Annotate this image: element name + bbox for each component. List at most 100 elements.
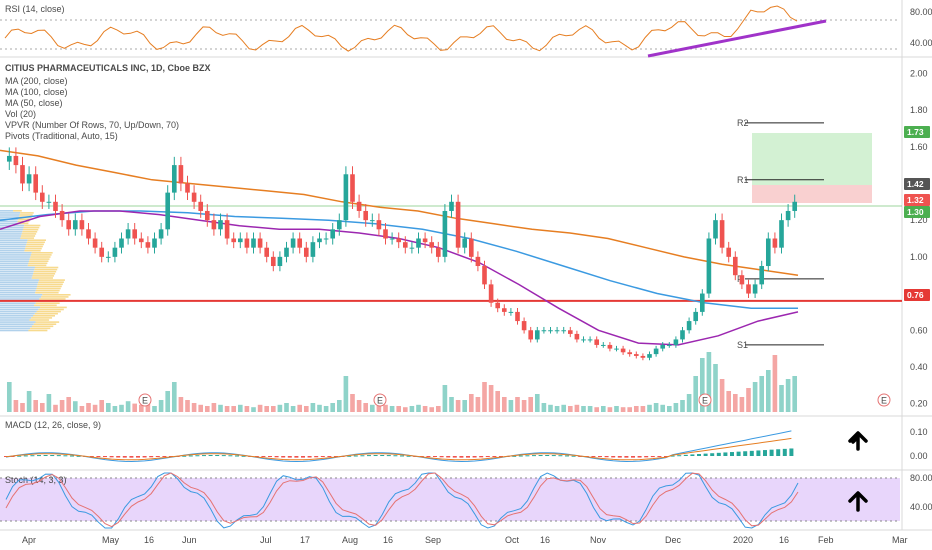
vpvr-down-bar bbox=[31, 325, 54, 328]
vpvr-up-bar bbox=[0, 254, 31, 256]
macd-hist-bar bbox=[743, 451, 748, 456]
volume-bar bbox=[442, 385, 448, 412]
volume-bar bbox=[138, 404, 144, 412]
candle-body bbox=[574, 333, 580, 340]
volume-bar bbox=[435, 406, 441, 412]
macd-hist-bar bbox=[466, 456, 470, 458]
volume-bar bbox=[350, 394, 355, 412]
candle-body bbox=[501, 308, 507, 312]
volume-bar bbox=[449, 397, 454, 412]
macd-hist-bar bbox=[235, 455, 239, 457]
macd-hist-bar bbox=[617, 456, 622, 458]
vpvr-down-bar bbox=[26, 241, 45, 244]
volume-bar bbox=[732, 394, 738, 412]
candle-body bbox=[383, 229, 388, 239]
time-tick-label: Dec bbox=[665, 535, 682, 545]
target-zone[interactable] bbox=[752, 133, 872, 185]
candle-body bbox=[350, 174, 355, 202]
macd-hist-bar bbox=[716, 452, 721, 456]
time-tick-label: May bbox=[102, 535, 120, 545]
candle-body bbox=[211, 220, 217, 230]
macd-hist-bar bbox=[116, 456, 121, 458]
volume-bar bbox=[363, 403, 369, 412]
macd-tick-000: 0.00 bbox=[910, 451, 928, 461]
indicator-ma100: MA (100, close) bbox=[5, 87, 68, 97]
stoch-band bbox=[0, 478, 900, 521]
candle-body bbox=[732, 256, 738, 276]
vpvr-up-bar bbox=[0, 256, 31, 258]
price-tick-label: 2.00 bbox=[910, 68, 928, 78]
vpvr-up-bar bbox=[0, 277, 32, 279]
volume-bar bbox=[429, 407, 435, 412]
macd-signal-line bbox=[5, 437, 792, 461]
time-tick-label: 16 bbox=[144, 535, 154, 545]
macd-hist-bar bbox=[30, 455, 35, 457]
macd-hist-bar bbox=[723, 452, 728, 456]
macd-hist-bar bbox=[136, 456, 140, 458]
candle-body bbox=[792, 201, 798, 211]
volume-bar bbox=[541, 403, 547, 412]
candle-body bbox=[719, 220, 725, 248]
volume-bar bbox=[475, 397, 481, 412]
earnings-marker-icon[interactable] bbox=[373, 393, 387, 407]
candle-body bbox=[6, 155, 12, 162]
vpvr-up-bar bbox=[0, 294, 43, 296]
price-panel: CITIUS PHARMACEUTICALS INC, 1D, Cboe BZX… bbox=[0, 63, 930, 412]
vpvr-down-bar bbox=[34, 304, 57, 307]
candle-body bbox=[218, 220, 223, 230]
vpvr-up-bar bbox=[0, 241, 27, 244]
earnings-marker-icon[interactable] bbox=[698, 393, 712, 407]
stoch-panel: Stoch (14, 3, 3) 80.00 40.00 bbox=[0, 472, 932, 529]
volume-bar bbox=[20, 403, 25, 412]
volume-bar bbox=[765, 370, 771, 412]
candle-body bbox=[125, 229, 131, 239]
macd-label: MACD (12, 26, close, 9) bbox=[5, 420, 101, 430]
candle-body bbox=[765, 238, 771, 267]
macd-hist-bar bbox=[637, 456, 642, 458]
macd-hist-bar bbox=[749, 450, 754, 456]
candle-body bbox=[231, 238, 237, 243]
vpvr-up-bar bbox=[0, 214, 20, 216]
macd-hist-bar bbox=[202, 455, 206, 457]
macd-hist-bar bbox=[281, 456, 286, 458]
vpvr-down-bar bbox=[29, 258, 50, 260]
time-tick-label: Aug bbox=[342, 535, 358, 545]
vpvr-down-bar bbox=[25, 247, 42, 250]
vpvr-down-bar bbox=[31, 317, 53, 319]
vpvr-up-bar bbox=[0, 266, 35, 269]
candle-body bbox=[356, 201, 362, 211]
macd-hist-bar bbox=[287, 456, 292, 458]
time-tick-label: 17 bbox=[300, 535, 310, 545]
vpvr-down-bar bbox=[33, 315, 55, 317]
volume-bar bbox=[79, 406, 85, 412]
rsi-label: RSI (14, close) bbox=[5, 4, 65, 14]
candle-body bbox=[739, 275, 745, 285]
volume-bar bbox=[647, 404, 652, 412]
candle-body bbox=[72, 220, 78, 230]
volume-bar bbox=[231, 406, 237, 412]
volume-bar bbox=[53, 404, 58, 412]
macd-hist-bar bbox=[426, 456, 431, 457]
candle-body bbox=[303, 247, 309, 257]
volume-bar bbox=[303, 406, 309, 412]
stop-zone[interactable] bbox=[752, 185, 872, 203]
candle-body bbox=[323, 238, 329, 240]
time-tick-label: 16 bbox=[779, 535, 789, 545]
candle-body bbox=[59, 210, 65, 221]
candle-body bbox=[449, 201, 454, 211]
volume-bar bbox=[726, 391, 732, 412]
earnings-marker-icon[interactable] bbox=[877, 393, 891, 407]
vpvr-up-bar bbox=[0, 296, 42, 298]
candle-body bbox=[488, 284, 494, 303]
earnings-marker-label: E bbox=[377, 396, 383, 406]
volume-bar bbox=[178, 397, 184, 412]
time-tick-label: Apr bbox=[22, 535, 36, 545]
candle-body bbox=[20, 165, 25, 184]
earnings-marker-icon[interactable] bbox=[138, 393, 152, 407]
volume-bars bbox=[6, 352, 798, 412]
indicator-ma200: MA (200, close) bbox=[5, 76, 68, 86]
volume-bar bbox=[706, 352, 712, 412]
candle-body bbox=[561, 330, 567, 332]
macd-hist-bar bbox=[406, 455, 411, 457]
